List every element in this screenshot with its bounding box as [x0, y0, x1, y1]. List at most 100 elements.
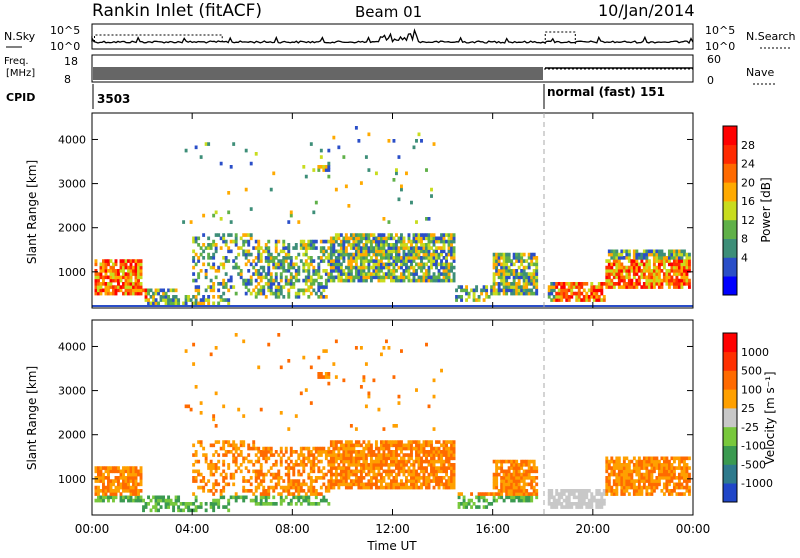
heatmap-cell	[217, 466, 221, 470]
heatmap-cell	[445, 440, 448, 444]
heatmap-cell	[447, 479, 451, 483]
heatmap-cell	[662, 278, 666, 283]
colorbar-tick-label: 500	[741, 365, 762, 378]
heatmap-cell	[645, 262, 649, 267]
heatmap-cell	[167, 502, 171, 506]
heatmap-cell	[657, 482, 661, 487]
heatmap-cell	[457, 285, 461, 289]
heatmap-cell	[490, 492, 494, 496]
heatmap-cell	[302, 269, 306, 273]
heatmap-cell	[562, 288, 566, 293]
heatmap-cell	[347, 450, 351, 454]
heatmap-cell	[254, 476, 258, 480]
heatmap-cell	[637, 265, 641, 270]
heatmap-cell	[612, 492, 616, 496]
heatmap-cell	[522, 492, 526, 496]
heatmap-cell	[357, 239, 361, 244]
heatmap-cell	[272, 278, 276, 283]
heatmap-cell	[637, 256, 641, 260]
heatmap-cell	[535, 278, 539, 283]
heatmap-cell	[369, 482, 373, 487]
heatmap-cell	[647, 469, 651, 474]
heatmap-cell	[127, 466, 130, 470]
heatmap-cell	[189, 407, 193, 412]
heatmap-cell	[625, 269, 629, 273]
heatmap-cell	[677, 482, 681, 487]
heatmap-cell	[269, 466, 273, 470]
heatmap-cell	[600, 498, 604, 503]
heatmap-cell	[274, 265, 278, 270]
heatmap-cell	[422, 275, 426, 280]
heatmap-cell	[415, 246, 418, 250]
heatmap-cell	[612, 252, 616, 257]
heatmap-cell	[557, 288, 561, 293]
heatmap-cell	[417, 132, 421, 137]
heatmap-cell	[655, 482, 659, 487]
heatmap-cell	[244, 262, 248, 267]
heatmap-cell	[452, 265, 456, 270]
heatmap-cell	[377, 472, 381, 477]
heatmap-cell	[390, 479, 393, 483]
heatmap-cell	[427, 256, 431, 260]
heatmap-cell	[672, 489, 676, 493]
heatmap-cell	[259, 278, 263, 283]
heatmap-cell	[432, 456, 436, 461]
heatmap-cell	[309, 485, 313, 490]
heatmap-cell	[417, 262, 421, 267]
heatmap-cell	[282, 259, 286, 263]
heatmap-cell	[645, 256, 649, 260]
heatmap-cell	[327, 450, 331, 454]
heatmap-cell	[144, 298, 148, 302]
heatmap-cell	[239, 246, 243, 250]
heatmap-cell	[114, 272, 118, 276]
heatmap-cell	[507, 288, 511, 293]
heatmap-cell	[317, 375, 321, 379]
heatmap-cell	[302, 466, 306, 470]
heatmap-cell	[647, 463, 651, 467]
heatmap-cell	[377, 259, 381, 263]
heatmap-cell	[257, 482, 261, 487]
heatmap-cell	[252, 272, 256, 276]
heatmap-cell	[352, 246, 356, 250]
heatmap-cell	[505, 459, 509, 464]
heatmap-cell	[577, 498, 581, 503]
heatmap-cell	[637, 476, 641, 480]
heatmap-cell	[302, 246, 306, 250]
heatmap-cell	[417, 256, 421, 260]
heatmap-cell	[287, 472, 291, 477]
heatmap-cell	[662, 256, 666, 260]
heatmap-cell	[580, 492, 584, 496]
colorbar-frame	[722, 332, 738, 503]
heatmap-cell	[107, 482, 110, 487]
heatmap-cell	[532, 285, 536, 289]
heatmap-cell	[322, 446, 326, 451]
heatmap-cell	[292, 275, 296, 280]
heatmap-cell	[117, 482, 120, 487]
heatmap-cell	[239, 443, 243, 448]
heatmap-cell	[512, 463, 516, 467]
heatmap-cell	[457, 495, 461, 500]
heatmap-cell	[352, 259, 356, 263]
heatmap-cell	[670, 472, 674, 477]
heatmap-cell	[527, 256, 531, 260]
heatmap-cell	[272, 265, 276, 270]
heatmap-cell	[312, 243, 316, 247]
heatmap-cell	[422, 479, 426, 483]
heatmap-cell	[94, 492, 98, 496]
heatmap-cell	[670, 282, 674, 286]
heatmap-cell	[182, 508, 186, 513]
heatmap-cell	[174, 495, 178, 500]
heatmap-cell	[347, 278, 351, 283]
heatmap-cell	[552, 505, 556, 509]
heatmap-cell	[364, 155, 368, 159]
heatmap-cell	[495, 479, 499, 483]
heatmap-cell	[252, 492, 256, 496]
heatmap-cell	[94, 479, 98, 483]
heatmap-cell	[522, 265, 526, 270]
heatmap-cell	[177, 498, 181, 503]
heatmap-cell	[364, 249, 368, 254]
heatmap-cell	[339, 456, 343, 461]
heatmap-cell	[517, 275, 521, 280]
heatmap-cell	[492, 252, 496, 257]
heatmap-cell	[344, 239, 348, 244]
